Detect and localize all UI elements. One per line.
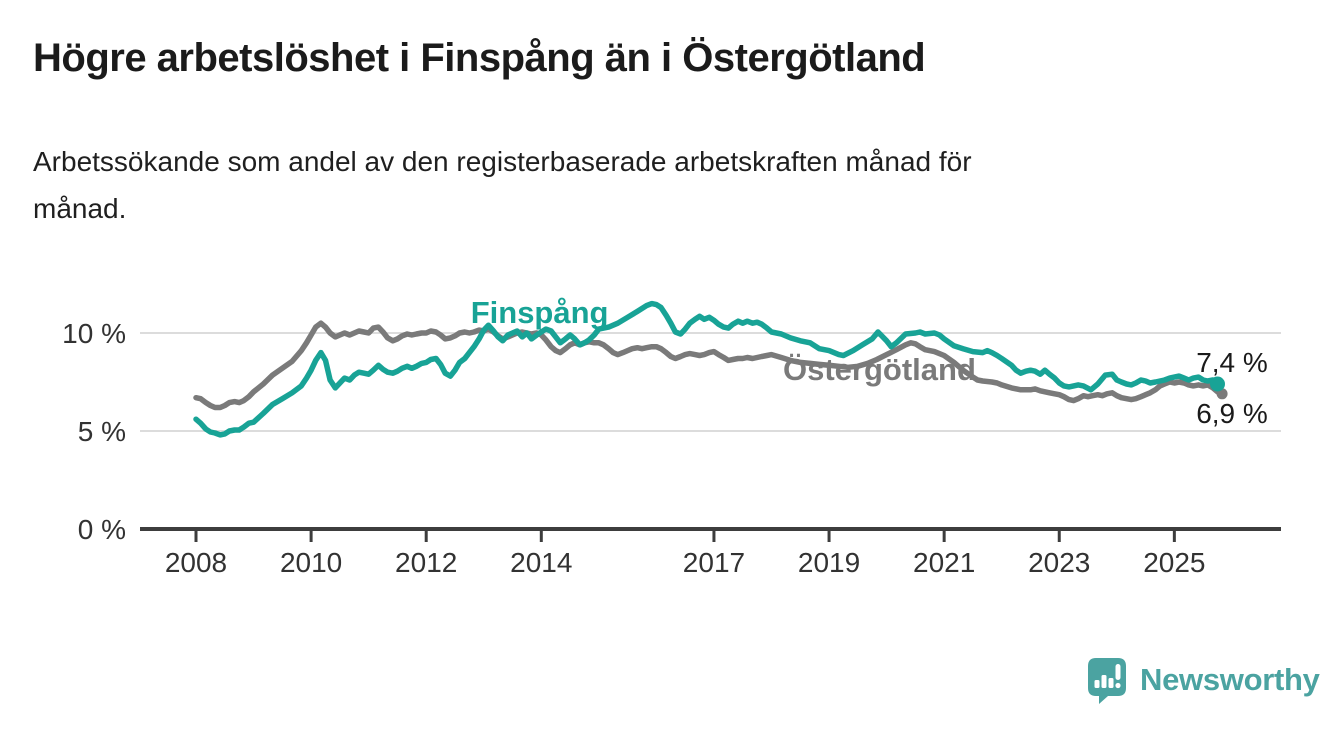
logo-bar-medium bbox=[1101, 675, 1107, 688]
chart-subtitle: Arbetssökande som andel av den registerb… bbox=[33, 138, 972, 232]
newsworthy-logo-text: Newsworthy bbox=[1140, 662, 1320, 697]
x-tick-label: 2021 bbox=[913, 547, 975, 578]
ostergotland-series-label: Östergötland bbox=[783, 352, 976, 387]
logo-bar-small bbox=[1094, 680, 1100, 688]
newsworthy-logo-icon bbox=[1088, 658, 1126, 704]
end-dot-finspang bbox=[1210, 376, 1225, 392]
finspang-end-value-label: 7,4 % bbox=[1196, 347, 1268, 378]
page-title: Högre arbetslöshet i Finspång än i Öster… bbox=[33, 36, 926, 80]
x-tick-label: 2014 bbox=[510, 547, 572, 578]
subtitle-line: Arbetssökande som andel av den registerb… bbox=[33, 146, 972, 177]
subtitle-line: månad. bbox=[33, 193, 127, 224]
x-tick-label: 2010 bbox=[280, 547, 342, 578]
x-tick-label: 2012 bbox=[395, 547, 457, 578]
y-tick-label: 5 % bbox=[78, 416, 126, 447]
x-tick-label: 2025 bbox=[1143, 547, 1205, 578]
x-tick-label: 2008 bbox=[165, 547, 227, 578]
finspang-series-label: Finspång bbox=[471, 295, 609, 330]
line-series-ostergotland bbox=[193, 320, 1225, 411]
y-tick-label: 10 % bbox=[62, 318, 126, 349]
x-tick-label: 2019 bbox=[798, 547, 860, 578]
line-series-finspang bbox=[193, 300, 1221, 438]
logo-exclamation-dot bbox=[1115, 682, 1121, 689]
ostergotland-end-value-label: 6,9 % bbox=[1196, 398, 1268, 429]
x-tick-label: 2017 bbox=[683, 547, 745, 578]
x-tick-label: 2023 bbox=[1028, 547, 1090, 578]
logo-exclamation-bar bbox=[1115, 664, 1121, 680]
logo-bar-tall bbox=[1108, 678, 1114, 688]
newsworthy-logo: Newsworthy bbox=[1086, 656, 1320, 704]
y-tick-label: 0 % bbox=[78, 514, 126, 545]
